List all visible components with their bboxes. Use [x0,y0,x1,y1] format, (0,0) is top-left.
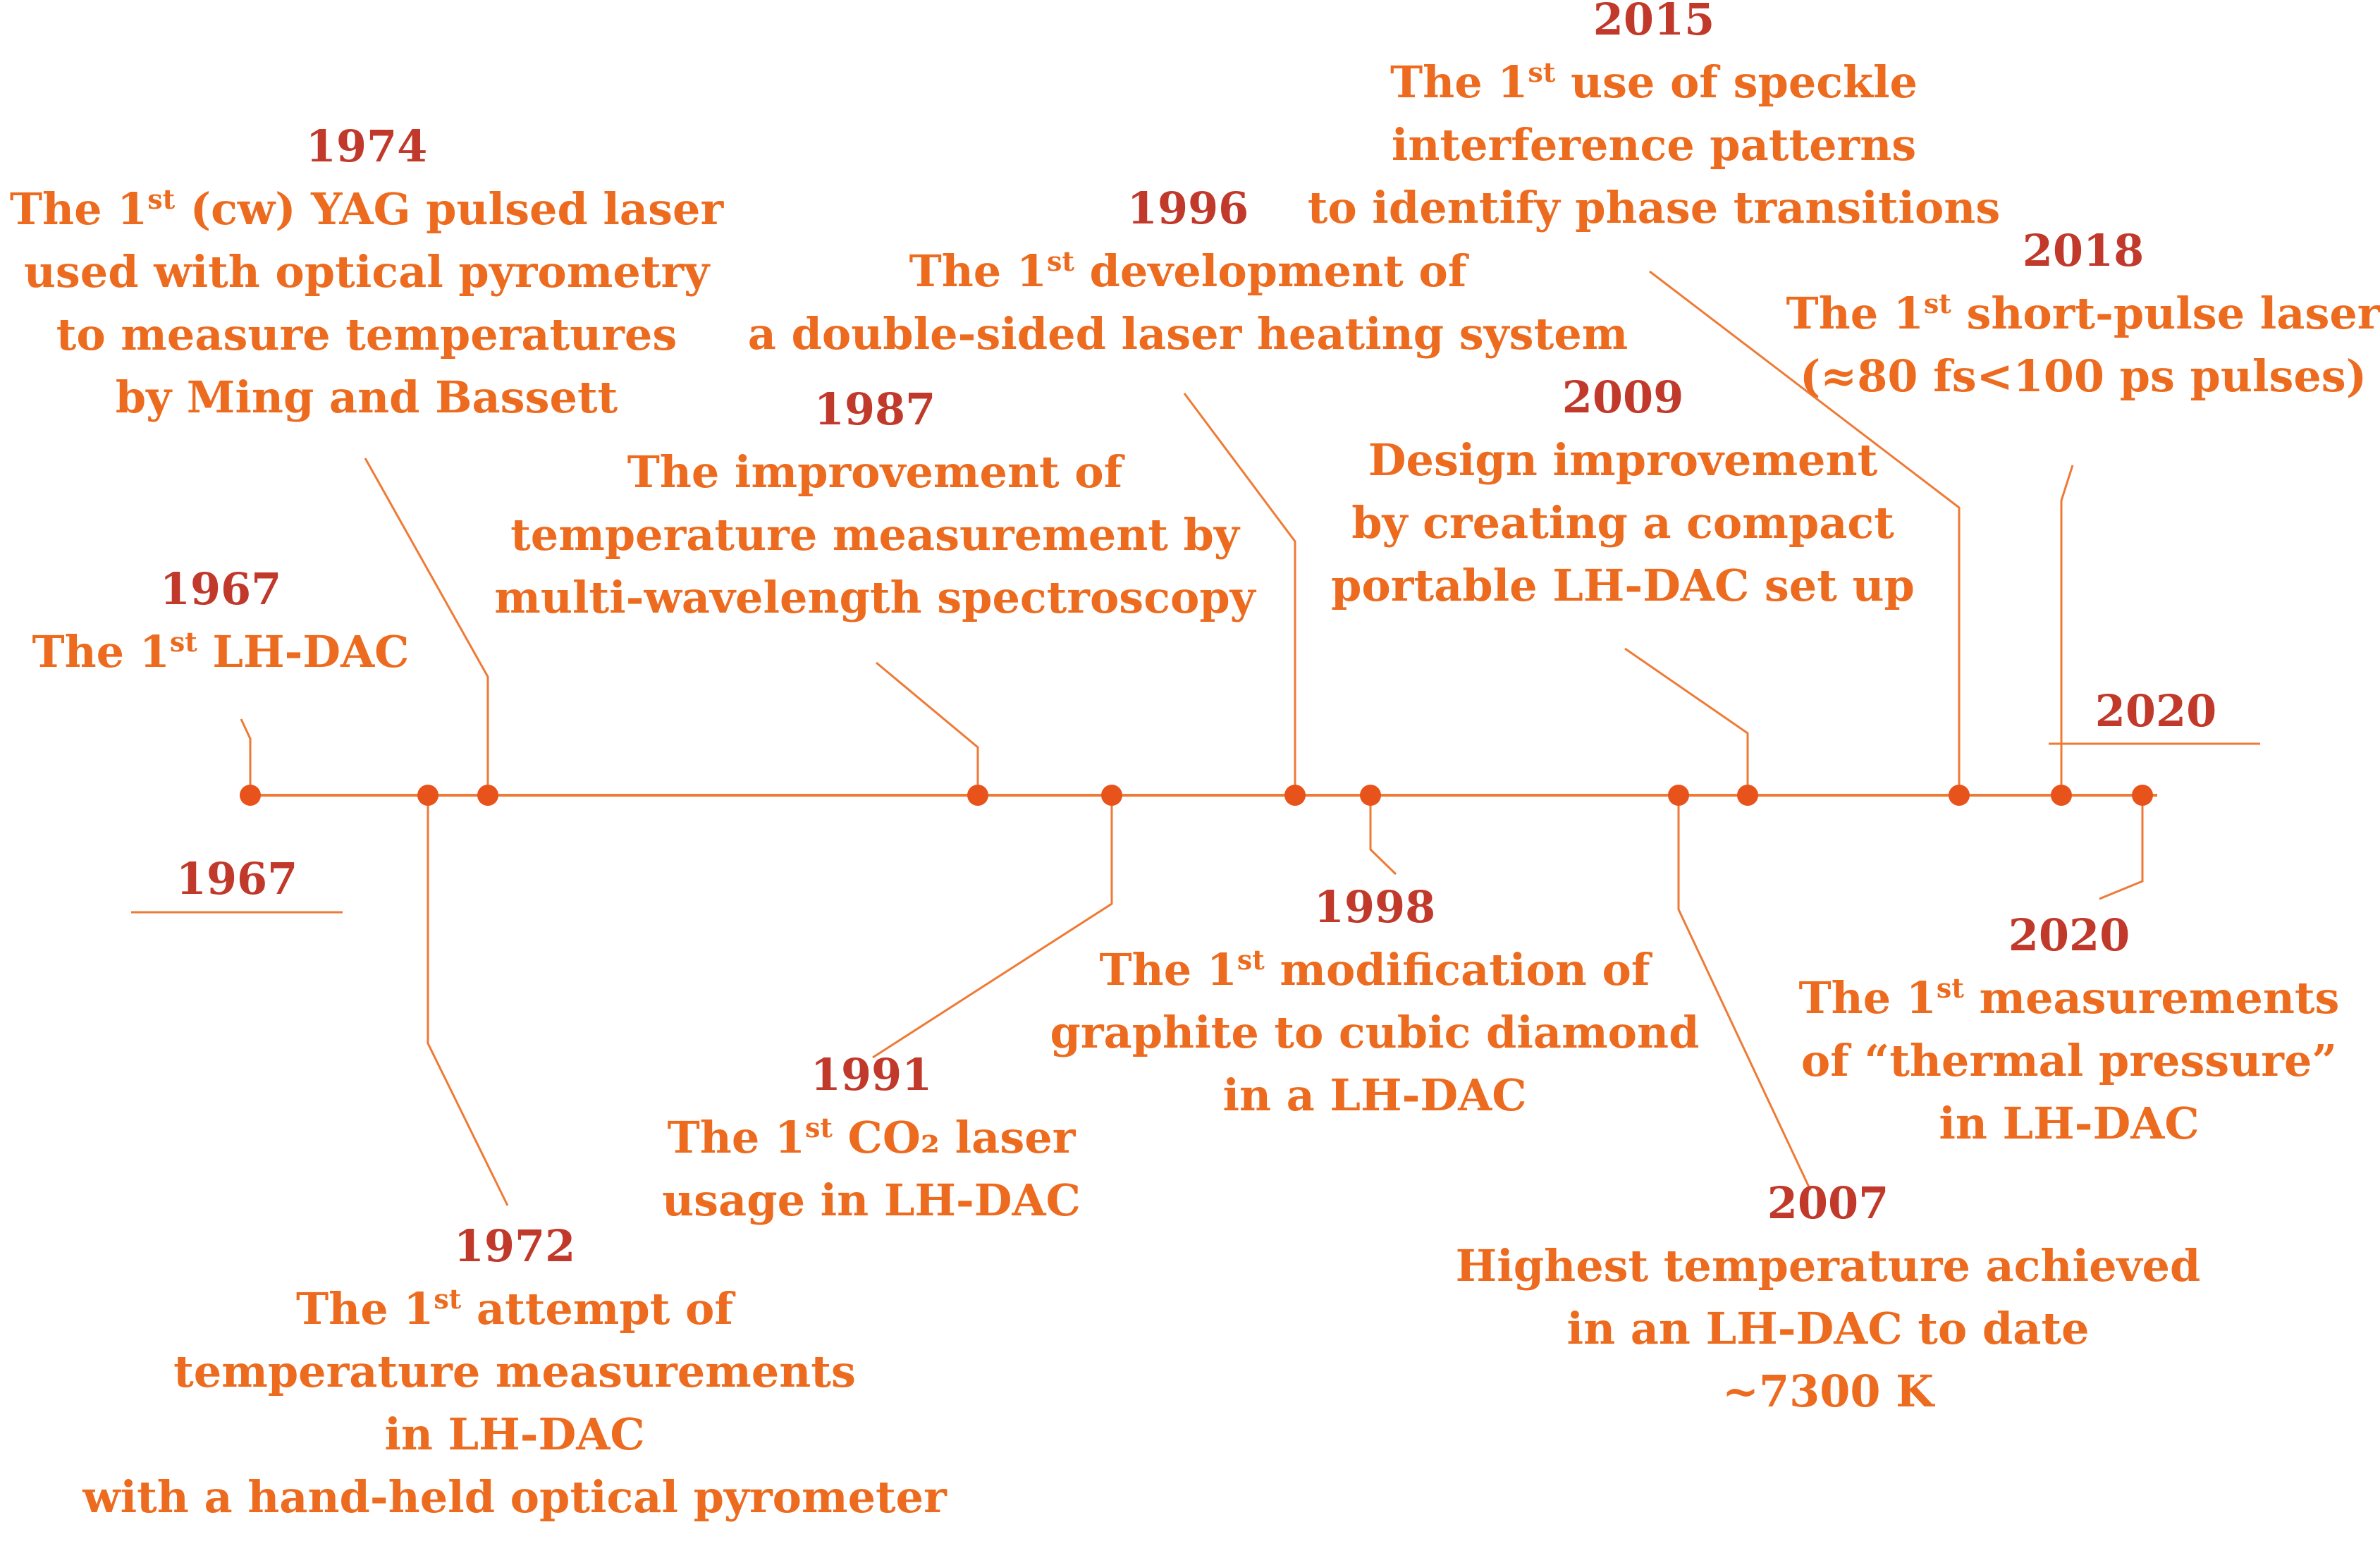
event-label-1991: 1991 The 1st CO₂ laser usage in LH-DAC [662,1049,1081,1226]
event-text-line: to measure temperatures [56,309,677,360]
event-text-line: The 1st short-pulse laser [1786,288,2380,340]
event-text-line: Highest temperature achieved [1456,1240,2201,1292]
timeline-marker-2009 [1737,785,1758,806]
event-label-1998: 1998 The 1st modification of graphite to c… [1050,881,1700,1121]
event-text-line: The improvement of [627,446,1125,498]
event-text-line: The 1st attempt of [296,1283,735,1335]
event-text-line: with a hand-held optical pyrometer [82,1471,947,1523]
event-label-1972: 1972 The 1st attempt of temperature measur… [82,1220,947,1523]
leader-line-1998 [1369,795,1397,876]
event-year-2018: 2018 [2023,225,2145,276]
event-text-line: a double-sided laser heating system [748,308,1628,360]
leader-line-1996 [1183,393,1296,795]
leader-line-1974 [364,458,489,795]
event-text-line: temperature measurements [173,1346,856,1397]
event-text-line: in LH-DAC [1939,1098,2199,1149]
event-text-line: of “thermal pressure” [1801,1035,2337,1086]
leader-line-2009 [1624,647,1749,795]
event-label-1967: 1967 The 1st LH-DAC [32,563,409,677]
timeline-marker-1996 [1284,785,1306,806]
event-year-2009: 2009 [1562,372,1684,423]
timeline-marker-1967 [240,785,261,806]
leader-line-2018 [2060,465,2074,795]
event-text-line: The 1st CO₂ laser [668,1112,1076,1164]
event-text-line: used with optical pyrometry [24,246,711,298]
event-text-line: in an LH-DAC to date [1567,1303,2090,1354]
timeline-marker-1998 [1360,785,1381,806]
event-text-line: by Ming and Bassett [116,372,618,423]
leader-line-2015 [1649,270,1961,795]
event-label-2015: 2015 The 1st use of speckle interference p… [1308,0,2001,233]
leader-line-1967 [240,718,252,795]
event-text-line: The 1st use of speckle [1390,56,1918,109]
event-year-1998: 1998 [1314,881,1436,933]
event-text-line: by creating a compact [1351,497,1894,548]
event-text-line: portable LH-DAC set up [1331,560,1915,611]
event-text-line: The 1st LH-DAC [32,626,409,678]
event-year-1987: 1987 [814,384,936,435]
event-text-line: The 1st (cw) YAG pulsed laser [10,183,725,235]
event-year-2020: 2020 [2008,909,2130,961]
timeline-marker-2007 [1668,785,1689,806]
event-label-1974: 1974 The 1st (cw) YAG pulsed laser used wi… [10,121,725,423]
event-year-1972: 1972 [454,1220,576,1272]
event-text-line: temperature measurement by [510,509,1241,560]
event-text-line: Design improvement [1368,434,1878,486]
leader-line-1987 [876,661,979,795]
event-year-1991: 1991 [811,1049,933,1100]
event-text-line: usage in LH-DAC [662,1174,1081,1226]
leader-line-2020 [2099,795,2144,900]
event-text-line: The 1st measurements [1799,972,2340,1024]
event-text-line: in LH-DAC [384,1409,644,1460]
event-year-1967: 1967 [160,563,282,615]
event-text-line: interference patterns [1392,119,1916,171]
leader-line-1972 [427,795,509,1206]
timeline-marker-1974 [477,785,498,806]
event-label-2009: 2009 Design improvement by creating a comp… [1331,372,1915,611]
timeline-marker-2020 [2132,785,2153,806]
event-year-1974: 1974 [306,121,428,172]
event-label-1987: 1987 The improvement of temperature measur… [494,384,1256,623]
event-year-2015: 2015 [1593,0,1715,45]
event-text-line: The 1st modification of [1099,944,1652,996]
event-text-line: multi-wavelength spectroscopy [494,572,1256,623]
end-year-label: 2020 [2095,685,2217,737]
timeline-marker-1987 [967,785,988,806]
timeline-marker-1972 [417,785,438,806]
event-label-2020: 2020 The 1st measurements of “thermal pres… [1799,909,2340,1149]
timeline-marker-2015 [1949,785,1970,806]
event-label-2018: 2018 The 1st short-pulse laser (≈80 fs<100… [1786,225,2380,402]
leader-line-2007 [1677,795,1812,1191]
event-text-line: to identify phase transitions [1308,182,2001,233]
leader-line-1991 [872,795,1113,1059]
event-text-line: The 1st development of [909,245,1469,298]
timeline-marker-2018 [2051,785,2072,806]
event-label-1996: 1996 The 1st development of a double-sided… [748,183,1628,360]
event-text-line: (≈80 fs<100 ps pulses) [1800,350,2367,402]
event-label-2007: 2007 Highest temperature achieved in an LH… [1456,1177,2201,1417]
event-year-2007: 2007 [1767,1177,1889,1229]
timeline-marker-1991 [1101,785,1122,806]
event-text-line: in a LH-DAC [1222,1069,1526,1121]
event-text-line: ~7300 K [1722,1366,1935,1417]
event-year-1996: 1996 [1127,183,1249,234]
start-year-label: 1967 [176,853,298,904]
event-text-line: graphite to cubic diamond [1050,1007,1700,1058]
